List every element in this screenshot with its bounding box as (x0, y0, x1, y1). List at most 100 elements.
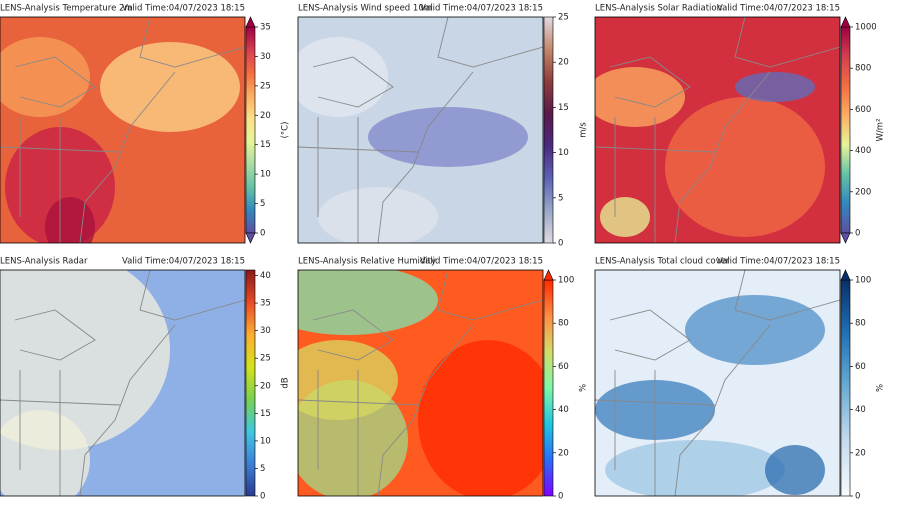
map-frame (0, 269, 246, 497)
map-frame (297, 16, 544, 244)
colorbar-tick-label: 0 (558, 492, 563, 502)
colorbar-extension (245, 232, 256, 244)
map-field (298, 37, 388, 117)
colorbar-tick-label: 40 (260, 271, 271, 281)
colorbar-tick-label: 0 (558, 239, 563, 249)
colorbar-tick-label: 5 (260, 464, 265, 474)
colorbar-tick-label: 20 (260, 381, 271, 391)
colorbar-extension (543, 269, 554, 281)
panel-title: LENS-Analysis Temperature 2m (0, 4, 133, 14)
colorbar-tick-label: 20 (558, 58, 569, 68)
valid-time: Valid Time:04/07/2023 18:15 (717, 4, 840, 14)
colorbar-tick-label: 800 (855, 64, 871, 74)
map (298, 270, 543, 496)
colorbar-tick-label: 30 (260, 326, 271, 336)
map-field (685, 295, 825, 365)
colorbar-tick-label: 60 (855, 362, 866, 372)
colorbar-tick-label: 20 (558, 448, 569, 458)
map-field (605, 440, 785, 496)
colorbar-tick-label: 35 (260, 23, 271, 33)
panel-title: LENS-Analysis Solar Radiation (595, 4, 722, 14)
colorbar-tick-label: 5 (558, 193, 563, 203)
panel-title: LENS-Analysis Wind speed 10m (298, 4, 432, 14)
map-field (368, 107, 528, 167)
colorbar-tick-label: 15 (260, 140, 271, 150)
colorbar-tick-label: 10 (558, 148, 569, 158)
colorbar-label: % (876, 384, 886, 392)
coastline (298, 270, 543, 496)
colorbar-label: (°C) (281, 122, 291, 139)
coastline (595, 17, 840, 243)
map (0, 17, 245, 243)
map-field (318, 187, 438, 243)
map-field (765, 445, 825, 495)
colorbar-tick-label: 0 (260, 229, 265, 239)
coastline (0, 270, 245, 496)
map-frame (297, 269, 544, 497)
colorbar-label: % (579, 384, 589, 392)
panel-title: LENS-Analysis Total cloud cover (595, 257, 730, 267)
colorbar-tick-label: 100 (558, 276, 574, 286)
panel: LENS-Analysis Radar Valid Time:04/07/2023… (0, 257, 291, 502)
colorbar-tick-label: 40 (855, 405, 866, 415)
colorbar-label: m/s (579, 122, 589, 138)
valid-time: Valid Time:04/07/2023 18:15 (122, 257, 245, 267)
map-field (100, 42, 240, 132)
colorbar-tick-label: 35 (260, 299, 271, 309)
map-field (0, 37, 90, 117)
map-field (0, 270, 170, 450)
map-frame (0, 16, 246, 244)
valid-time: Valid Time:04/07/2023 18:15 (122, 4, 245, 14)
map-field (735, 72, 815, 102)
colorbar-tick-label: 100 (855, 276, 871, 286)
colorbar-tick-label: 25 (260, 81, 271, 91)
map-frame (594, 16, 841, 244)
map-field (418, 340, 543, 496)
colorbar-tick-label: 10 (260, 436, 271, 446)
map-field (665, 97, 825, 237)
colorbar-tick-label: 60 (558, 362, 569, 372)
colorbar-tick-label: 400 (855, 146, 871, 156)
colorbar (245, 269, 256, 497)
colorbar (840, 26, 851, 234)
coastline (298, 17, 543, 243)
map (595, 17, 840, 243)
colorbar-tick-label: 20 (260, 111, 271, 121)
coastline (0, 17, 245, 243)
colorbar-label: W/m² (876, 119, 886, 142)
map (595, 270, 840, 496)
valid-time: Valid Time:04/07/2023 18:15 (420, 4, 543, 14)
map-field (0, 410, 90, 496)
colorbar (543, 16, 554, 244)
colorbar-tick-label: 20 (855, 448, 866, 458)
colorbar-tick-label: 25 (260, 354, 271, 364)
colorbar-extension (840, 269, 851, 281)
map (298, 17, 543, 243)
colorbar (543, 279, 554, 497)
map (0, 270, 245, 496)
map-field (45, 197, 95, 243)
colorbar-extension (245, 16, 256, 28)
colorbar-tick-label: 40 (558, 405, 569, 415)
colorbar (245, 26, 256, 234)
map-field (298, 270, 438, 335)
colorbar-tick-label: 200 (855, 187, 871, 197)
colorbar-extension (840, 232, 851, 244)
colorbar-tick-label: 600 (855, 105, 871, 115)
map-frame (594, 269, 841, 497)
colorbar-tick-label: 5 (260, 199, 265, 209)
colorbar-tick-label: 10 (260, 170, 271, 180)
valid-time: Valid Time:04/07/2023 18:15 (717, 257, 840, 267)
panel-title: LENS-Analysis Relative Humidity (298, 257, 436, 267)
colorbar-tick-label: 0 (260, 492, 265, 502)
colorbar-tick-label: 1000 (855, 23, 877, 33)
colorbar-tick-label: 15 (260, 409, 271, 419)
map-field (600, 197, 650, 237)
colorbar-tick-label: 30 (260, 52, 271, 62)
map-field (298, 340, 398, 420)
